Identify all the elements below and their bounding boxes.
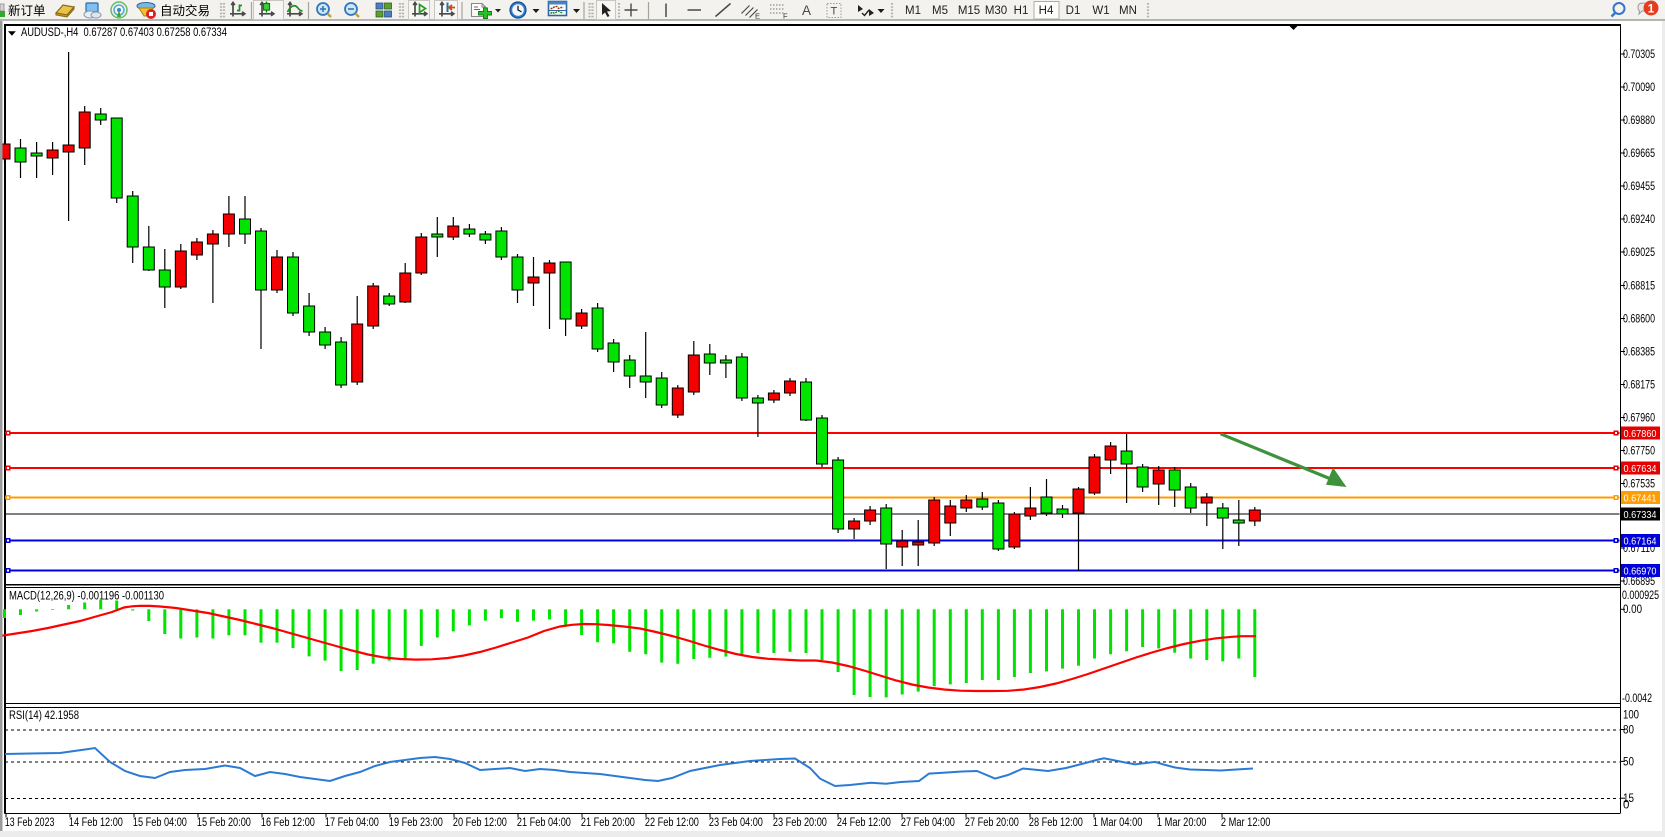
svg-text:100: 100 — [1623, 710, 1639, 722]
svg-text:1 Mar 04:00: 1 Mar 04:00 — [1093, 817, 1143, 829]
svg-text:21 Feb 20:00: 21 Feb 20:00 — [581, 817, 635, 829]
svg-text:28 Feb 12:00: 28 Feb 12:00 — [1029, 817, 1083, 829]
svg-text:0.70305: 0.70305 — [1623, 49, 1655, 61]
svg-text:80: 80 — [1623, 725, 1634, 737]
svg-text:F: F — [783, 12, 788, 21]
svg-text:-0.0042: -0.0042 — [1622, 693, 1652, 705]
svg-text:0.67535: 0.67535 — [1623, 479, 1655, 491]
svg-text:0.67960: 0.67960 — [1623, 413, 1655, 425]
svg-text:0.67441: 0.67441 — [1624, 493, 1657, 505]
svg-text:0.66895: 0.66895 — [1623, 576, 1655, 588]
svg-text:0.66970: 0.66970 — [1624, 566, 1657, 578]
svg-text:0.67164: 0.67164 — [1624, 536, 1657, 548]
svg-text:AUDUSD-,H4 0.67287 0.67403 0.: AUDUSD-,H4 0.67287 0.67403 0.67258 0.673… — [21, 27, 227, 39]
svg-text:0.69240: 0.69240 — [1623, 214, 1655, 226]
svg-text:0: 0 — [1623, 800, 1629, 812]
svg-text:0.67750: 0.67750 — [1623, 446, 1655, 458]
svg-text:27 Feb 04:00: 27 Feb 04:00 — [901, 817, 955, 829]
svg-text:15 Feb 20:00: 15 Feb 20:00 — [197, 817, 251, 829]
svg-text:M1: M1 — [905, 5, 921, 17]
svg-text:0.68815: 0.68815 — [1623, 281, 1655, 293]
svg-text:1 Mar 20:00: 1 Mar 20:00 — [1157, 817, 1207, 829]
svg-text:24 Feb 12:00: 24 Feb 12:00 — [837, 817, 891, 829]
svg-text:1: 1 — [1648, 2, 1655, 16]
svg-text:0.69880: 0.69880 — [1623, 115, 1655, 127]
svg-text:0.68385: 0.68385 — [1623, 347, 1655, 359]
svg-text:E: E — [755, 12, 760, 21]
svg-text:16 Feb 12:00: 16 Feb 12:00 — [261, 817, 315, 829]
svg-text:RSI(14) 42.1958: RSI(14) 42.1958 — [9, 710, 79, 722]
svg-text:0.69455: 0.69455 — [1623, 181, 1655, 193]
svg-text:23 Feb 20:00: 23 Feb 20:00 — [773, 817, 827, 829]
svg-text:17 Feb 04:00: 17 Feb 04:00 — [325, 817, 379, 829]
svg-text:2 Mar 12:00: 2 Mar 12:00 — [1221, 817, 1271, 829]
svg-text:MN: MN — [1119, 5, 1137, 17]
svg-text:21 Feb 04:00: 21 Feb 04:00 — [517, 817, 571, 829]
svg-text:20 Feb 12:00: 20 Feb 12:00 — [453, 817, 507, 829]
svg-text:15 Feb 04:00: 15 Feb 04:00 — [133, 817, 187, 829]
svg-text:H4: H4 — [1039, 5, 1054, 17]
svg-text:14 Feb 12:00: 14 Feb 12:00 — [69, 817, 123, 829]
svg-text:15: 15 — [1623, 793, 1634, 805]
svg-text:22 Feb 12:00: 22 Feb 12:00 — [645, 817, 699, 829]
svg-text:0.000925: 0.000925 — [1622, 590, 1659, 602]
svg-text:13 Feb 2023: 13 Feb 2023 — [5, 817, 55, 829]
svg-text:MACD(12,26,9) -0.001196 -0.001: MACD(12,26,9) -0.001196 -0.001130 — [9, 591, 164, 603]
svg-text:0.00: 0.00 — [1623, 604, 1642, 616]
svg-text:新订单: 新订单 — [8, 3, 46, 18]
svg-text:23 Feb 04:00: 23 Feb 04:00 — [709, 817, 763, 829]
svg-text:M15: M15 — [958, 5, 980, 17]
svg-text:50: 50 — [1623, 756, 1634, 768]
svg-text:H1: H1 — [1014, 5, 1029, 17]
svg-text:T: T — [831, 6, 838, 18]
svg-text:19 Feb 23:00: 19 Feb 23:00 — [389, 817, 443, 829]
svg-text:A: A — [802, 3, 811, 18]
svg-text:D1: D1 — [1066, 5, 1081, 17]
svg-text:0.68600: 0.68600 — [1623, 314, 1655, 326]
svg-text:0.67334: 0.67334 — [1624, 509, 1657, 521]
svg-text:0.67860: 0.67860 — [1624, 428, 1657, 440]
svg-text:M30: M30 — [985, 5, 1007, 17]
svg-text:W1: W1 — [1092, 5, 1109, 17]
svg-text:0.68175: 0.68175 — [1623, 380, 1655, 392]
svg-text:0.70090: 0.70090 — [1623, 82, 1655, 94]
svg-text:0.67634: 0.67634 — [1624, 463, 1657, 475]
svg-text:0.69025: 0.69025 — [1623, 247, 1655, 259]
svg-text:自动交易: 自动交易 — [160, 3, 210, 18]
svg-text:M5: M5 — [932, 5, 948, 17]
svg-text:27 Feb 20:00: 27 Feb 20:00 — [965, 817, 1019, 829]
svg-text:0.69665: 0.69665 — [1623, 148, 1655, 160]
